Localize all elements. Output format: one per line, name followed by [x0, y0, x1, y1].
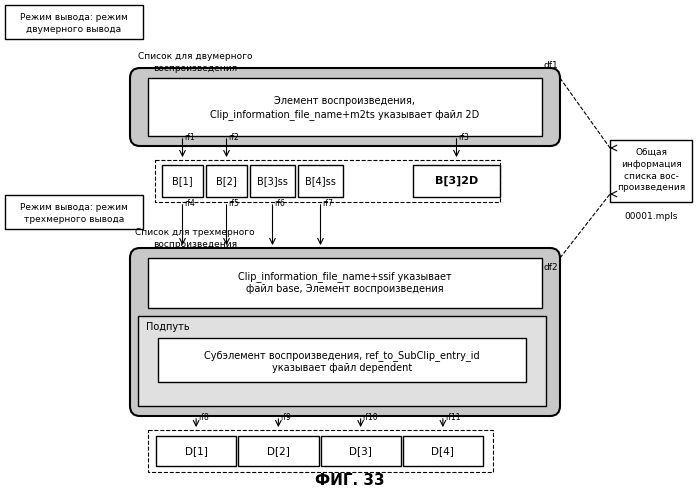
Text: B[2]: B[2]	[216, 176, 237, 186]
Text: D[1]: D[1]	[185, 446, 208, 456]
Bar	[138, 316, 546, 406]
Text: Clip_information_file_name+m2ts указывает файл 2D: Clip_information_file_name+m2ts указывае…	[210, 109, 480, 120]
Text: Подпуть: Подпуть	[146, 322, 189, 332]
FancyBboxPatch shape	[130, 248, 560, 416]
Text: файл base, Элемент воспроизведения: файл base, Элемент воспроизведения	[246, 284, 444, 294]
Text: Режим вывода: режим
двумерного вывода: Режим вывода: режим двумерного вывода	[20, 13, 128, 34]
Text: B[3]ss: B[3]ss	[257, 176, 288, 186]
Text: B[3]2D: B[3]2D	[435, 176, 478, 186]
Bar	[5, 195, 143, 229]
Text: Элемент воспроизведения,: Элемент воспроизведения,	[275, 96, 415, 106]
Text: rf5: rf5	[229, 199, 239, 208]
Text: B[4]ss: B[4]ss	[305, 176, 336, 186]
Text: Список для трехмерного
воспроизведения: Список для трехмерного воспроизведения	[135, 228, 255, 249]
FancyBboxPatch shape	[130, 68, 560, 146]
Text: df2: df2	[543, 263, 558, 272]
Text: Clip_information_file_name+ssif указывает: Clip_information_file_name+ssif указывае…	[238, 271, 452, 282]
Text: ФИГ. 33: ФИГ. 33	[315, 473, 385, 488]
Text: D[2]: D[2]	[267, 446, 290, 456]
Bar	[403, 436, 483, 466]
Text: указывает файл dependent: указывает файл dependent	[272, 363, 412, 373]
Text: D[3]: D[3]	[350, 446, 372, 456]
Bar	[158, 338, 526, 382]
Bar	[162, 165, 203, 197]
Text: rf7: rf7	[322, 199, 333, 208]
Bar	[148, 430, 493, 472]
Bar	[321, 436, 401, 466]
Text: rf6: rf6	[275, 199, 285, 208]
Bar	[148, 78, 542, 136]
Text: rf1: rf1	[185, 133, 195, 142]
Text: rf8: rf8	[198, 413, 209, 422]
Bar	[155, 160, 500, 202]
Bar	[250, 165, 295, 197]
Bar	[298, 165, 343, 197]
Bar	[610, 140, 692, 202]
Bar	[156, 436, 236, 466]
Text: rf3: rf3	[459, 133, 469, 142]
Text: rf9: rf9	[280, 413, 291, 422]
Text: B[1]: B[1]	[172, 176, 193, 186]
Text: df1: df1	[543, 61, 558, 70]
Text: rf10: rf10	[363, 413, 378, 422]
Text: Список для двумерного
воспроизведения: Список для двумерного воспроизведения	[138, 52, 252, 73]
Text: rf4: rf4	[185, 199, 196, 208]
Text: D[4]: D[4]	[431, 446, 454, 456]
Text: 00001.mpls: 00001.mpls	[624, 212, 678, 221]
Text: Субэлемент воспроизведения, ref_to_SubClip_entry_id: Субэлемент воспроизведения, ref_to_SubCl…	[204, 350, 480, 361]
Text: rf11: rf11	[445, 413, 461, 422]
Bar	[413, 165, 500, 197]
Bar	[5, 5, 143, 39]
Text: Общая
информация
списка вос-
произведения: Общая информация списка вос- произведени…	[617, 148, 685, 192]
Bar	[148, 258, 542, 308]
Text: Режим вывода: режим
трехмерного вывода: Режим вывода: режим трехмерного вывода	[20, 203, 128, 224]
Text: rf2: rf2	[229, 133, 239, 142]
Bar	[238, 436, 319, 466]
Bar	[206, 165, 247, 197]
